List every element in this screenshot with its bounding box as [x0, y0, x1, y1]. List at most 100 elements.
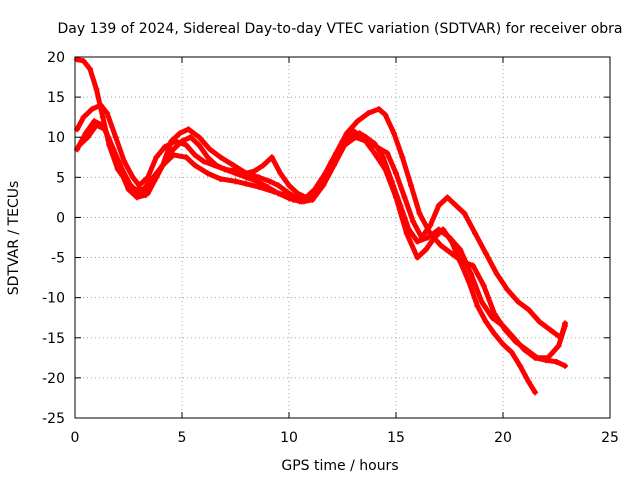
- data-point-marker: [427, 230, 434, 237]
- data-point-marker: [553, 358, 560, 365]
- data-point-marker: [371, 150, 378, 157]
- y-tick-label: -5: [51, 251, 65, 267]
- data-point-marker: [213, 162, 220, 169]
- x-tick-label: 25: [601, 430, 619, 446]
- data-point-marker: [440, 226, 447, 233]
- series-line: [76, 122, 538, 395]
- data-point-marker: [472, 230, 479, 237]
- data-point-marker: [427, 222, 434, 229]
- data-point-marker: [127, 182, 134, 189]
- y-tick-label: 20: [47, 50, 65, 66]
- data-point-marker: [373, 143, 380, 150]
- data-point-marker: [125, 186, 132, 193]
- series-trace-4: [76, 122, 539, 396]
- data-point-marker: [191, 162, 198, 169]
- x-axis-label: GPS time / hours: [281, 458, 398, 474]
- data-point-marker: [414, 254, 421, 261]
- data-point-marker: [179, 138, 185, 145]
- data-point-marker: [382, 111, 389, 118]
- data-point-marker: [134, 194, 141, 201]
- data-point-marker: [112, 134, 119, 141]
- data-point-marker: [80, 114, 87, 121]
- data-point-marker: [437, 242, 444, 249]
- grid-lines: [75, 57, 610, 418]
- data-point-marker: [230, 162, 237, 169]
- data-point-marker: [86, 66, 93, 73]
- data-point-marker: [104, 110, 111, 117]
- data-point-marker: [416, 210, 423, 217]
- data-point-marker: [264, 183, 271, 190]
- data-point-marker: [176, 130, 183, 137]
- data-point-marker: [534, 354, 541, 361]
- data-point-marker: [431, 234, 438, 241]
- data-point-marker: [196, 134, 203, 141]
- data-point-marker: [153, 154, 160, 161]
- y-axis-label: SDTVAR / TECUs: [6, 181, 22, 296]
- data-point-marker: [399, 154, 406, 161]
- data-point-marker: [217, 154, 224, 161]
- data-point-marker: [183, 142, 190, 149]
- data-point-marker: [452, 202, 459, 209]
- data-point-marker: [93, 122, 100, 129]
- data-point-marker: [80, 58, 87, 65]
- data-point-marker: [536, 318, 543, 325]
- data-point-marker: [380, 154, 387, 161]
- data-point-marker: [286, 195, 292, 202]
- data-point-marker: [266, 178, 273, 185]
- data-point-marker: [482, 250, 489, 257]
- data-point-marker: [480, 282, 487, 289]
- data-point-marker: [185, 126, 192, 133]
- data-point-marker: [514, 298, 521, 305]
- data-point-marker: [410, 218, 417, 225]
- y-tick-label: -20: [42, 371, 65, 387]
- data-point-marker: [307, 194, 314, 201]
- axis-ticks: 0 5 10 15 20 25 20 15 10 5 0 -5 -10 -15 -20 -25: [42, 50, 619, 446]
- y-tick-label: 15: [47, 90, 65, 106]
- data-point-marker: [275, 190, 282, 197]
- data-point-marker: [544, 354, 551, 361]
- data-point-marker: [243, 180, 250, 187]
- chart-title: Day 139 of 2024, Sidereal Day-to-day VTE…: [57, 21, 622, 37]
- data-point-marker: [382, 166, 389, 173]
- x-tick-label: 20: [494, 430, 512, 446]
- data-point-marker: [243, 174, 250, 181]
- data-point-marker: [136, 190, 143, 197]
- x-tick-label: 5: [178, 430, 187, 446]
- data-point-marker: [562, 362, 569, 369]
- y-tick-label: 10: [47, 130, 65, 146]
- data-point-marker: [448, 250, 455, 257]
- data-point-marker: [491, 330, 498, 337]
- data-point-marker: [153, 174, 160, 181]
- data-point-marker: [168, 138, 175, 145]
- data-point-marker: [191, 151, 198, 158]
- data-point-marker: [457, 246, 464, 253]
- data-point-marker: [144, 174, 151, 181]
- data-point-marker: [504, 286, 511, 293]
- data-point-marker: [204, 154, 211, 161]
- data-point-marker: [161, 158, 168, 165]
- data-point-marker: [119, 166, 126, 173]
- data-point-marker: [448, 238, 455, 245]
- y-tick-label: 5: [56, 170, 65, 186]
- data-point-marker: [136, 182, 143, 189]
- x-tick-label: 15: [387, 430, 405, 446]
- data-point-marker: [91, 118, 98, 125]
- data-point-marker: [525, 378, 532, 385]
- data-point-marker: [253, 178, 260, 185]
- data-point-marker: [328, 158, 335, 165]
- data-point-marker: [525, 306, 532, 313]
- series-trace-1: [74, 56, 569, 369]
- data-point-marker: [502, 326, 509, 333]
- data-point-marker: [183, 154, 190, 161]
- data-point-marker: [470, 262, 477, 269]
- data-point-marker: [217, 175, 224, 182]
- data-point-marker: [251, 167, 258, 174]
- data-point-marker: [461, 210, 468, 217]
- data-point-marker: [232, 170, 239, 177]
- data-point-marker: [221, 166, 228, 173]
- y-tick-label: 0: [56, 210, 65, 226]
- data-point-marker: [283, 188, 290, 195]
- data-point-marker: [512, 338, 519, 345]
- data-point-marker: [557, 334, 564, 341]
